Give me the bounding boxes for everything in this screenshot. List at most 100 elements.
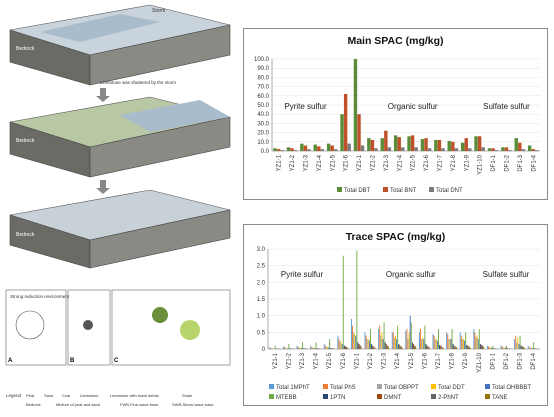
bar	[318, 348, 319, 349]
bar	[321, 149, 324, 151]
bar	[477, 336, 478, 349]
bar	[453, 344, 454, 349]
legend-swatch	[485, 394, 490, 399]
bar	[446, 332, 447, 349]
bar	[530, 347, 531, 349]
bar	[447, 334, 448, 349]
bar	[372, 346, 373, 349]
bar	[383, 339, 384, 349]
bar	[393, 332, 394, 349]
bar	[428, 346, 429, 349]
y-tick-label: 1.0	[257, 314, 266, 320]
bar	[478, 136, 481, 151]
bar	[452, 329, 453, 349]
x-tick-label: DF1-2	[505, 154, 511, 171]
bar	[455, 148, 458, 151]
bar	[476, 337, 477, 349]
bar	[328, 347, 329, 349]
bar	[317, 146, 320, 151]
bar	[353, 332, 354, 349]
bar	[422, 337, 423, 349]
bar	[439, 345, 440, 349]
x-tick-label: YZ1-4	[395, 352, 401, 369]
inset-c	[112, 290, 230, 365]
bar	[517, 337, 518, 349]
bar	[345, 346, 346, 349]
bar	[488, 346, 489, 349]
bar	[398, 137, 401, 151]
y-tick-label: 2.0	[257, 280, 266, 286]
inset-letter-b: B	[70, 358, 75, 364]
bar	[434, 140, 437, 151]
bar	[327, 144, 330, 151]
bar	[474, 136, 477, 151]
bar	[359, 344, 360, 349]
x-tick-label: YZ1-6	[424, 154, 430, 171]
y-tick-label: 10.0	[257, 140, 269, 146]
bar	[367, 138, 370, 151]
region-annotation: Sulfate sulfur	[483, 270, 530, 279]
bar	[374, 347, 375, 349]
bar	[491, 148, 494, 151]
bar	[326, 346, 327, 349]
bar	[434, 336, 435, 349]
bar	[451, 142, 454, 151]
bar	[502, 346, 503, 349]
storm-label: Storm	[152, 8, 165, 14]
bar	[402, 347, 403, 349]
bar	[357, 114, 360, 151]
bar	[531, 348, 532, 349]
legend-label: 2-PhNT	[438, 395, 459, 401]
bar	[442, 347, 443, 349]
bar	[354, 334, 355, 349]
bar	[468, 346, 469, 349]
bar	[384, 131, 387, 151]
bar	[505, 147, 508, 151]
x-tick-label: YZ1-6	[341, 352, 347, 369]
bar	[304, 348, 305, 349]
bar	[437, 341, 438, 349]
bar	[464, 341, 465, 349]
legend-label: Total OBPPT	[384, 385, 419, 391]
bar	[414, 346, 415, 349]
bar	[438, 329, 439, 349]
y-tick-label: 90.0	[257, 66, 269, 72]
y-tick-label: 60.0	[257, 94, 269, 100]
legend-label: Total 1MPhT	[276, 385, 310, 391]
bar	[501, 346, 502, 349]
bar	[480, 344, 481, 349]
bar	[518, 143, 521, 151]
bar	[324, 344, 325, 349]
bar	[535, 150, 538, 151]
bar	[337, 336, 338, 349]
bar	[300, 348, 301, 349]
bar	[331, 145, 334, 151]
legend-swatch	[269, 384, 274, 389]
bar	[421, 139, 424, 151]
bar	[522, 346, 523, 349]
bar	[507, 348, 508, 349]
bar	[483, 347, 484, 349]
x-tick-label: YZ1-4	[317, 154, 323, 171]
bar	[289, 348, 290, 349]
bar	[401, 147, 404, 151]
bar	[482, 346, 483, 349]
bar	[451, 339, 452, 349]
bar	[408, 339, 409, 349]
legend-swatch	[429, 187, 434, 192]
bar	[332, 348, 333, 349]
bar	[488, 148, 491, 151]
y-tick-label: 2.5	[257, 264, 266, 270]
legend-label: Total OHBBBT	[492, 385, 531, 391]
inset-letter-c: C	[114, 358, 119, 364]
bar	[299, 347, 300, 349]
y-tick-label: 70.0	[257, 85, 269, 91]
bar	[493, 348, 494, 349]
bar	[528, 346, 529, 349]
legend-label: Total BNT	[390, 188, 417, 194]
bar	[270, 348, 271, 349]
bar	[441, 346, 442, 349]
bar	[277, 149, 280, 151]
bar	[370, 329, 371, 349]
